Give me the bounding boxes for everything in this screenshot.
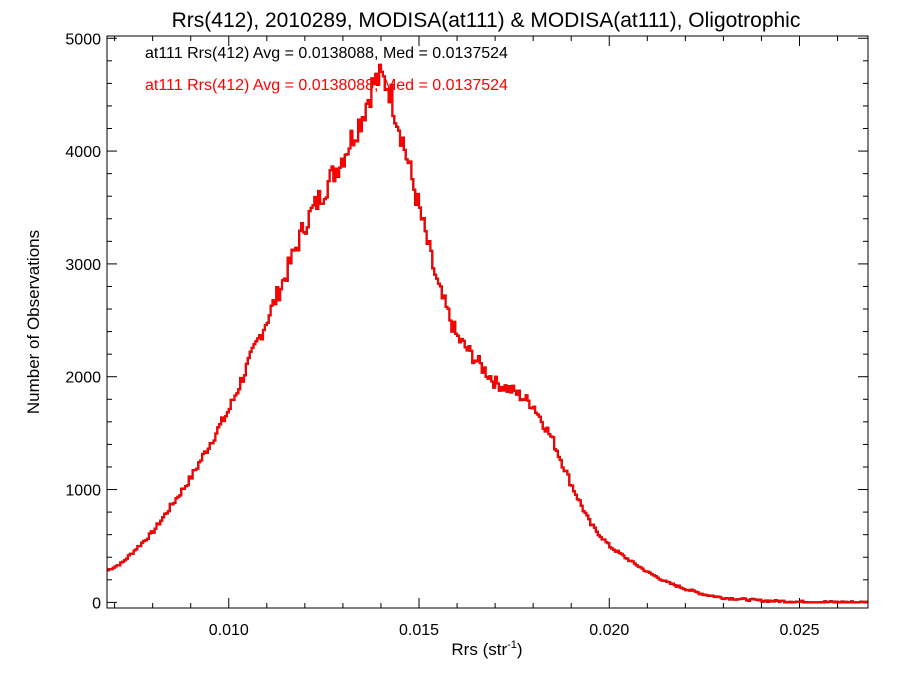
y-tick-label: 5000 <box>65 31 101 48</box>
axis-ticks <box>107 36 868 608</box>
y-tick-label: 3000 <box>65 257 101 274</box>
x-axis-label: Rrs (str-1) <box>451 639 522 659</box>
y-tick-label: 1000 <box>65 483 101 500</box>
x-axis-label-close: ) <box>517 640 523 659</box>
y-tick-label: 4000 <box>65 144 101 161</box>
x-tick-label: 0.010 <box>209 622 249 639</box>
series-black-step-line <box>107 63 868 604</box>
annotation-red-stats: at111 Rrs(412) Avg = 0.0138088, Med = 0.… <box>145 77 508 94</box>
x-tick-label: 0.025 <box>779 622 819 639</box>
tick-labels: 0.010 0.015 0.020 0.025 0 1000 2000 3000 4000 500… <box>65 31 819 639</box>
x-tick-label: 0.020 <box>589 622 629 639</box>
series-red-step-line <box>107 63 868 604</box>
y-tick-label: 0 <box>92 595 101 612</box>
x-axis-label-superscript: -1 <box>507 639 517 651</box>
plot-frame <box>106 35 869 609</box>
y-tick-label: 2000 <box>65 370 101 387</box>
x-axis-label-main: Rrs (str <box>451 640 507 659</box>
y-axis-label: Number of Observations <box>24 230 43 414</box>
chart-title: Rrs(412), 2010289, MODISA(at111) & MODIS… <box>172 9 801 32</box>
annotation-black-stats: at111 Rrs(412) Avg = 0.0138088, Med = 0.… <box>145 45 508 62</box>
x-tick-label: 0.015 <box>399 622 439 639</box>
